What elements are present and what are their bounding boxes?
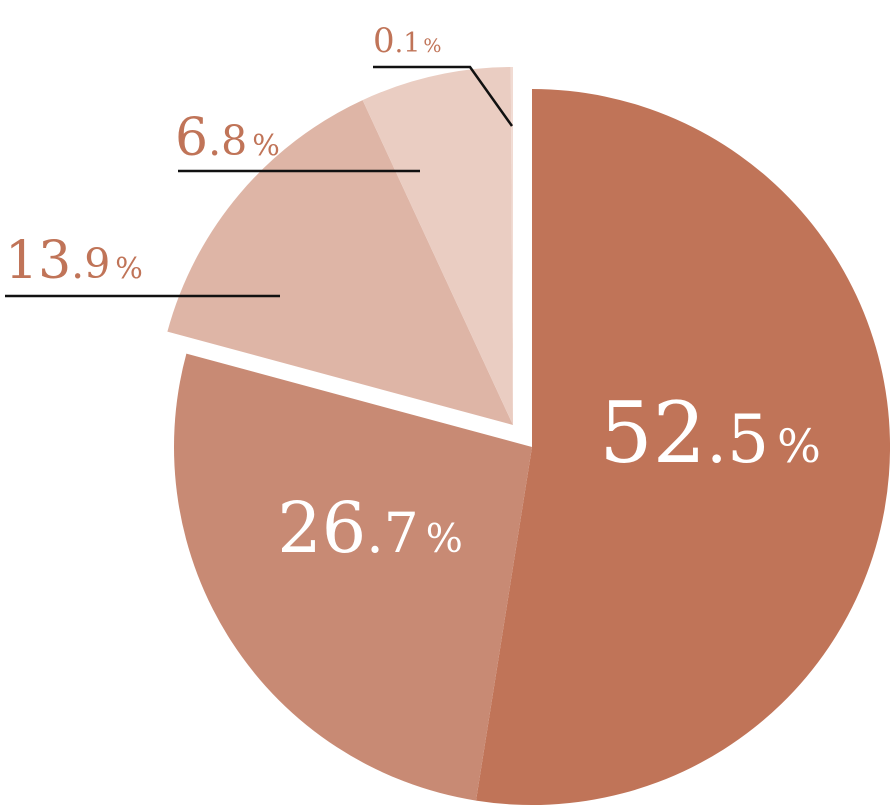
pie-slice-2 xyxy=(173,353,532,801)
pie-slice-3 xyxy=(167,100,513,426)
slice-label-3: 13.9% xyxy=(5,231,143,291)
pie-slice-4 xyxy=(362,67,513,425)
pie-slice-1 xyxy=(476,89,890,805)
slice-labels: 52.5 % 26.7 % 13.9 % 6.8 % 0.1% xyxy=(5,21,821,569)
slice-label-4: 6.8% xyxy=(175,108,280,168)
pie-slice-5 xyxy=(510,67,513,425)
slice-label-5: 0.1% xyxy=(373,21,441,61)
pie-slices xyxy=(167,67,890,805)
slice-label-1: 52.5% xyxy=(599,384,821,482)
leader-line-5 xyxy=(373,65,514,127)
slice-label-2: 26.7% xyxy=(277,487,463,569)
leader-lines xyxy=(5,65,514,298)
